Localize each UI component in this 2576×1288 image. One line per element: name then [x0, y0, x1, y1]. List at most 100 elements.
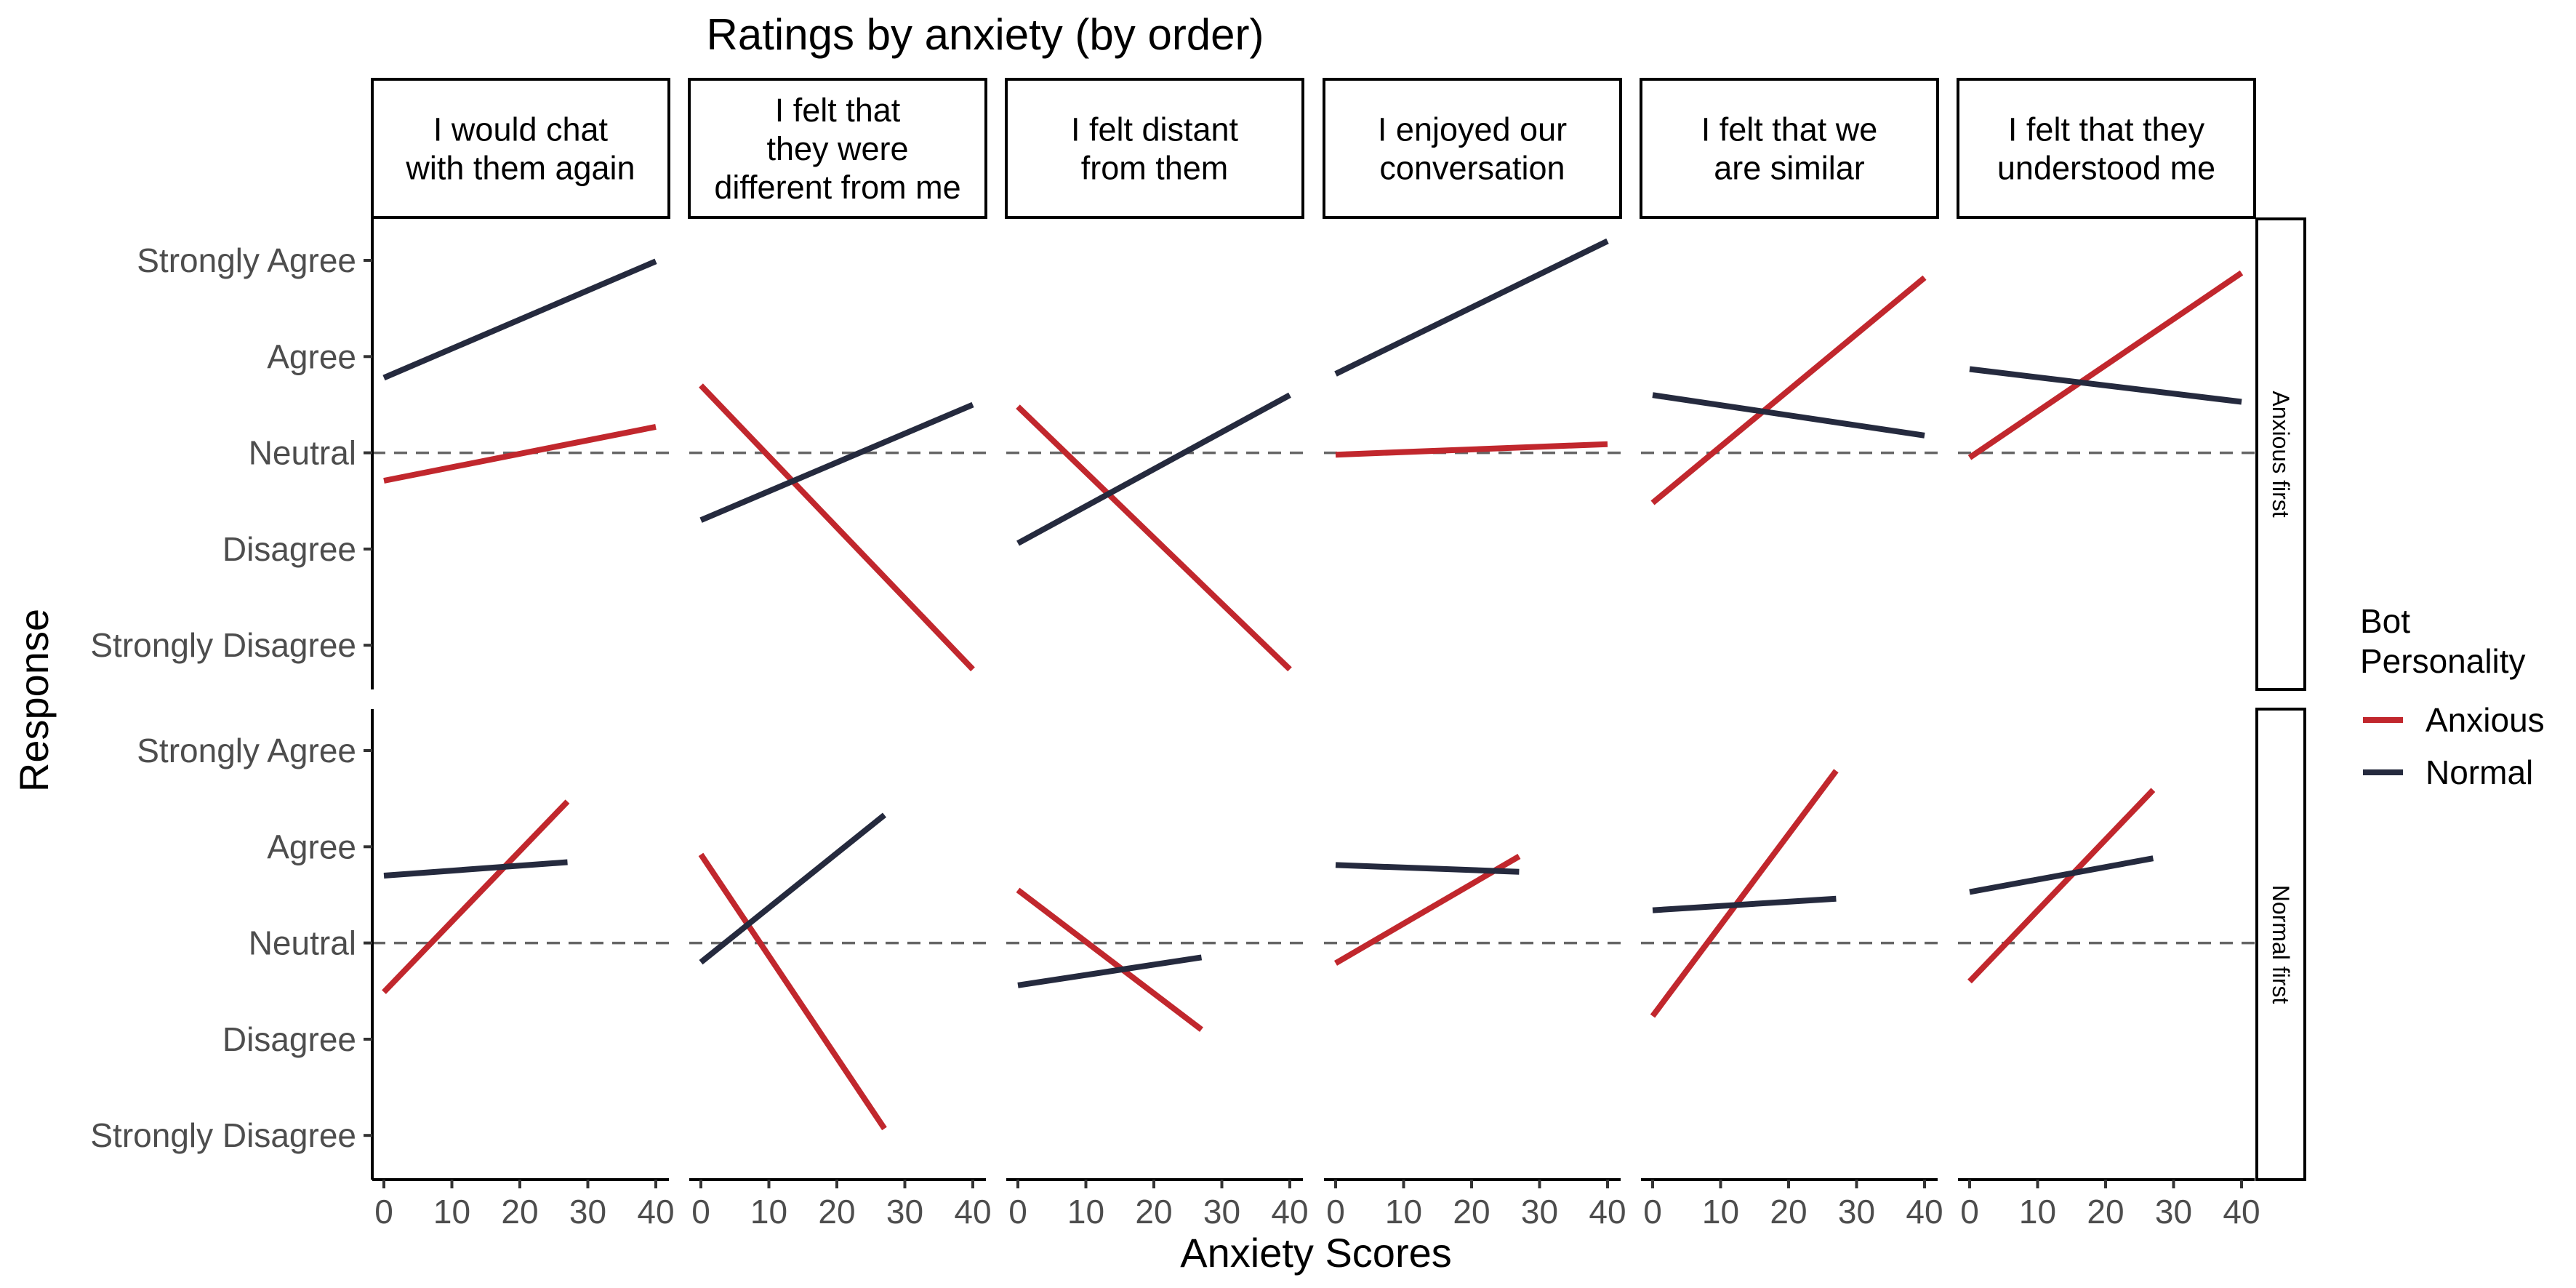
facet-strip-box — [1005, 78, 1304, 219]
series-line-anxious — [699, 383, 975, 672]
facet-strip-label-line: I felt that — [775, 92, 901, 129]
x-axes: 0 10 20 30 40 0 10 20 30 40 0 10 20 30 40 0 10 20 30 40 0 10 2… — [372, 1178, 2260, 1231]
x-tick-label: 40 — [1271, 1193, 1308, 1231]
chart-panels — [372, 238, 2255, 1131]
panel-normal-first-i-felt-distant-from-them — [1006, 887, 1303, 1032]
x-tick-label: 10 — [433, 1193, 470, 1231]
series-line-anxious — [382, 799, 570, 994]
series-line-normal — [1969, 855, 2154, 895]
y-tick-label: Agree — [267, 828, 356, 865]
row-strip-label: Anxious first — [2268, 391, 2294, 517]
facet-strip-label-line: are similar — [1714, 150, 1865, 187]
x-tick-label: 40 — [1906, 1193, 1943, 1231]
panel-anxious-first-i-felt-that-we-are-similar — [1641, 275, 1938, 505]
panel-normal-first-i-would-chat-with-them-again — [372, 799, 669, 994]
facet-strip-i-felt-that-we-are-similar: I felt that we are similar — [1640, 78, 1939, 219]
series-line-normal — [1334, 238, 1609, 377]
x-tick-label: 30 — [886, 1193, 923, 1231]
series-line-normal — [1969, 366, 2242, 405]
facet-strip-box — [371, 78, 670, 219]
y-tick-label: Neutral — [249, 434, 356, 472]
x-tick-label: 20 — [1135, 1193, 1172, 1231]
panel-normal-first-i-felt-that-they-were-different-from-me — [689, 812, 986, 1131]
x-axis-i-would-chat-with-them-again: 0 10 20 30 40 — [372, 1178, 675, 1231]
y-tick-label: Neutral — [249, 924, 356, 962]
facet-strip-box — [1640, 78, 1939, 219]
facet-strip-i-felt-that-they-understood-me: I felt that they understood me — [1957, 78, 2256, 219]
facet-strip-label-line: different from me — [714, 169, 960, 206]
facet-strip-label-line: I felt that we — [1701, 111, 1878, 148]
panel-normal-first-i-felt-that-they-understood-me — [1958, 788, 2255, 984]
panel-normal-first-i-felt-that-we-are-similar — [1641, 769, 1938, 1018]
series-line-anxious — [1333, 854, 1521, 966]
series-line-normal — [1335, 862, 1520, 875]
facet-strip-i-felt-distant-from-them: I felt distant from them — [1005, 78, 1304, 219]
x-tick-label: 10 — [1067, 1193, 1104, 1231]
x-tick-label: 30 — [569, 1193, 606, 1231]
series-line-normal — [382, 258, 657, 381]
series-line-anxious — [1967, 788, 2156, 984]
x-tick-label: 10 — [750, 1193, 787, 1231]
row-strips: Anxious first Normal first — [2255, 217, 2306, 1181]
legend-title: Bot — [2360, 602, 2410, 640]
x-tick-label: 20 — [1770, 1193, 1807, 1231]
legend-entry-normal: Normal — [2363, 753, 2533, 791]
x-tick-label: 0 — [1643, 1193, 1662, 1231]
x-tick-label: 0 — [691, 1193, 710, 1231]
y-tick-label: Strongly Agree — [137, 241, 356, 279]
x-tick-label: 10 — [1385, 1193, 1422, 1231]
x-tick-label: 20 — [501, 1193, 538, 1231]
series-line-anxious — [383, 423, 657, 484]
x-tick-label: 40 — [637, 1193, 674, 1231]
x-tick-label: 0 — [1008, 1193, 1027, 1231]
x-tick-label: 10 — [2019, 1193, 2056, 1231]
x-axis-i-felt-distant-from-them: 0 10 20 30 40 — [1006, 1178, 1309, 1231]
facet-strip-label-line: conversation — [1379, 150, 1565, 187]
y-tick-label: Strongly Agree — [137, 732, 356, 769]
series-line-normal — [383, 859, 568, 879]
facet-strip-label-line: I would chat — [433, 111, 609, 148]
facet-strip-label-line: with them again — [405, 150, 635, 187]
facet-strip-label-line: understood me — [1997, 150, 2215, 187]
x-tick-label: 40 — [954, 1193, 991, 1231]
y-axis-normal-first: Strongly Disagree Disagree Neutral Agree Str… — [90, 709, 374, 1180]
legend-entry-anxious: Anxious — [2363, 701, 2545, 739]
y-tick-label: Agree — [267, 337, 356, 375]
legend: Bot Personality Anxious Normal — [2360, 602, 2545, 791]
panel-anxious-first-i-felt-distant-from-them — [1006, 392, 1303, 672]
facet-strip-i-felt-that-they-were-different-from-me: I felt that they were different from me — [688, 78, 987, 219]
x-axis-i-enjoyed-our-conversation: 0 10 20 30 40 — [1324, 1178, 1626, 1231]
facet-strip-label-line: I enjoyed our — [1378, 111, 1567, 148]
x-tick-label: 30 — [1838, 1193, 1875, 1231]
x-axis-title: Anxiety Scores — [1180, 1230, 1452, 1276]
x-tick-label: 0 — [1960, 1193, 1979, 1231]
row-strip-normal-first: Normal first — [2255, 708, 2306, 1181]
legend-entries: Anxious Normal — [2363, 701, 2545, 791]
facet-strip-i-enjoyed-our-conversation: I enjoyed our conversation — [1323, 78, 1622, 219]
facet-strip-box — [688, 78, 987, 219]
x-tick-label: 30 — [1203, 1193, 1240, 1231]
series-line-anxious — [1335, 441, 1608, 458]
row-strip-box — [2255, 708, 2306, 1181]
facet-strip-label-line: they were — [766, 130, 908, 167]
row-strip-box — [2255, 217, 2306, 691]
x-tick-label: 0 — [1326, 1193, 1345, 1231]
x-axis-i-felt-that-they-understood-me: 0 10 20 30 40 — [1958, 1178, 2260, 1231]
legend-label: Normal — [2425, 753, 2533, 791]
x-tick-label: 10 — [1702, 1193, 1739, 1231]
y-axes: Strongly Disagree Disagree Neutral Agree Str… — [90, 219, 374, 1180]
panel-anxious-first-i-felt-that-they-were-different-from-me — [689, 383, 986, 672]
x-axis-i-felt-that-they-were-different-from-me: 0 10 20 30 40 — [689, 1178, 992, 1231]
panel-anxious-first-i-would-chat-with-them-again — [372, 258, 669, 484]
series-line-normal — [1017, 954, 1203, 988]
panel-anxious-first-i-enjoyed-our-conversation — [1324, 238, 1621, 458]
facet-strip-i-would-chat-with-them-again: I would chat with them again — [371, 78, 670, 219]
row-strip-label: Normal first — [2268, 885, 2294, 1004]
facet-strip-label: I felt that we are similar — [1701, 111, 1878, 187]
row-strip-anxious-first: Anxious first — [2255, 217, 2306, 691]
chart-title: Ratings by anxiety (by order) — [707, 10, 1264, 59]
facet-strip-label: I felt that they understood me — [1997, 111, 2215, 187]
facet-strip-label-line: I felt that they — [2008, 111, 2205, 148]
y-tick-label: Disagree — [222, 530, 356, 568]
